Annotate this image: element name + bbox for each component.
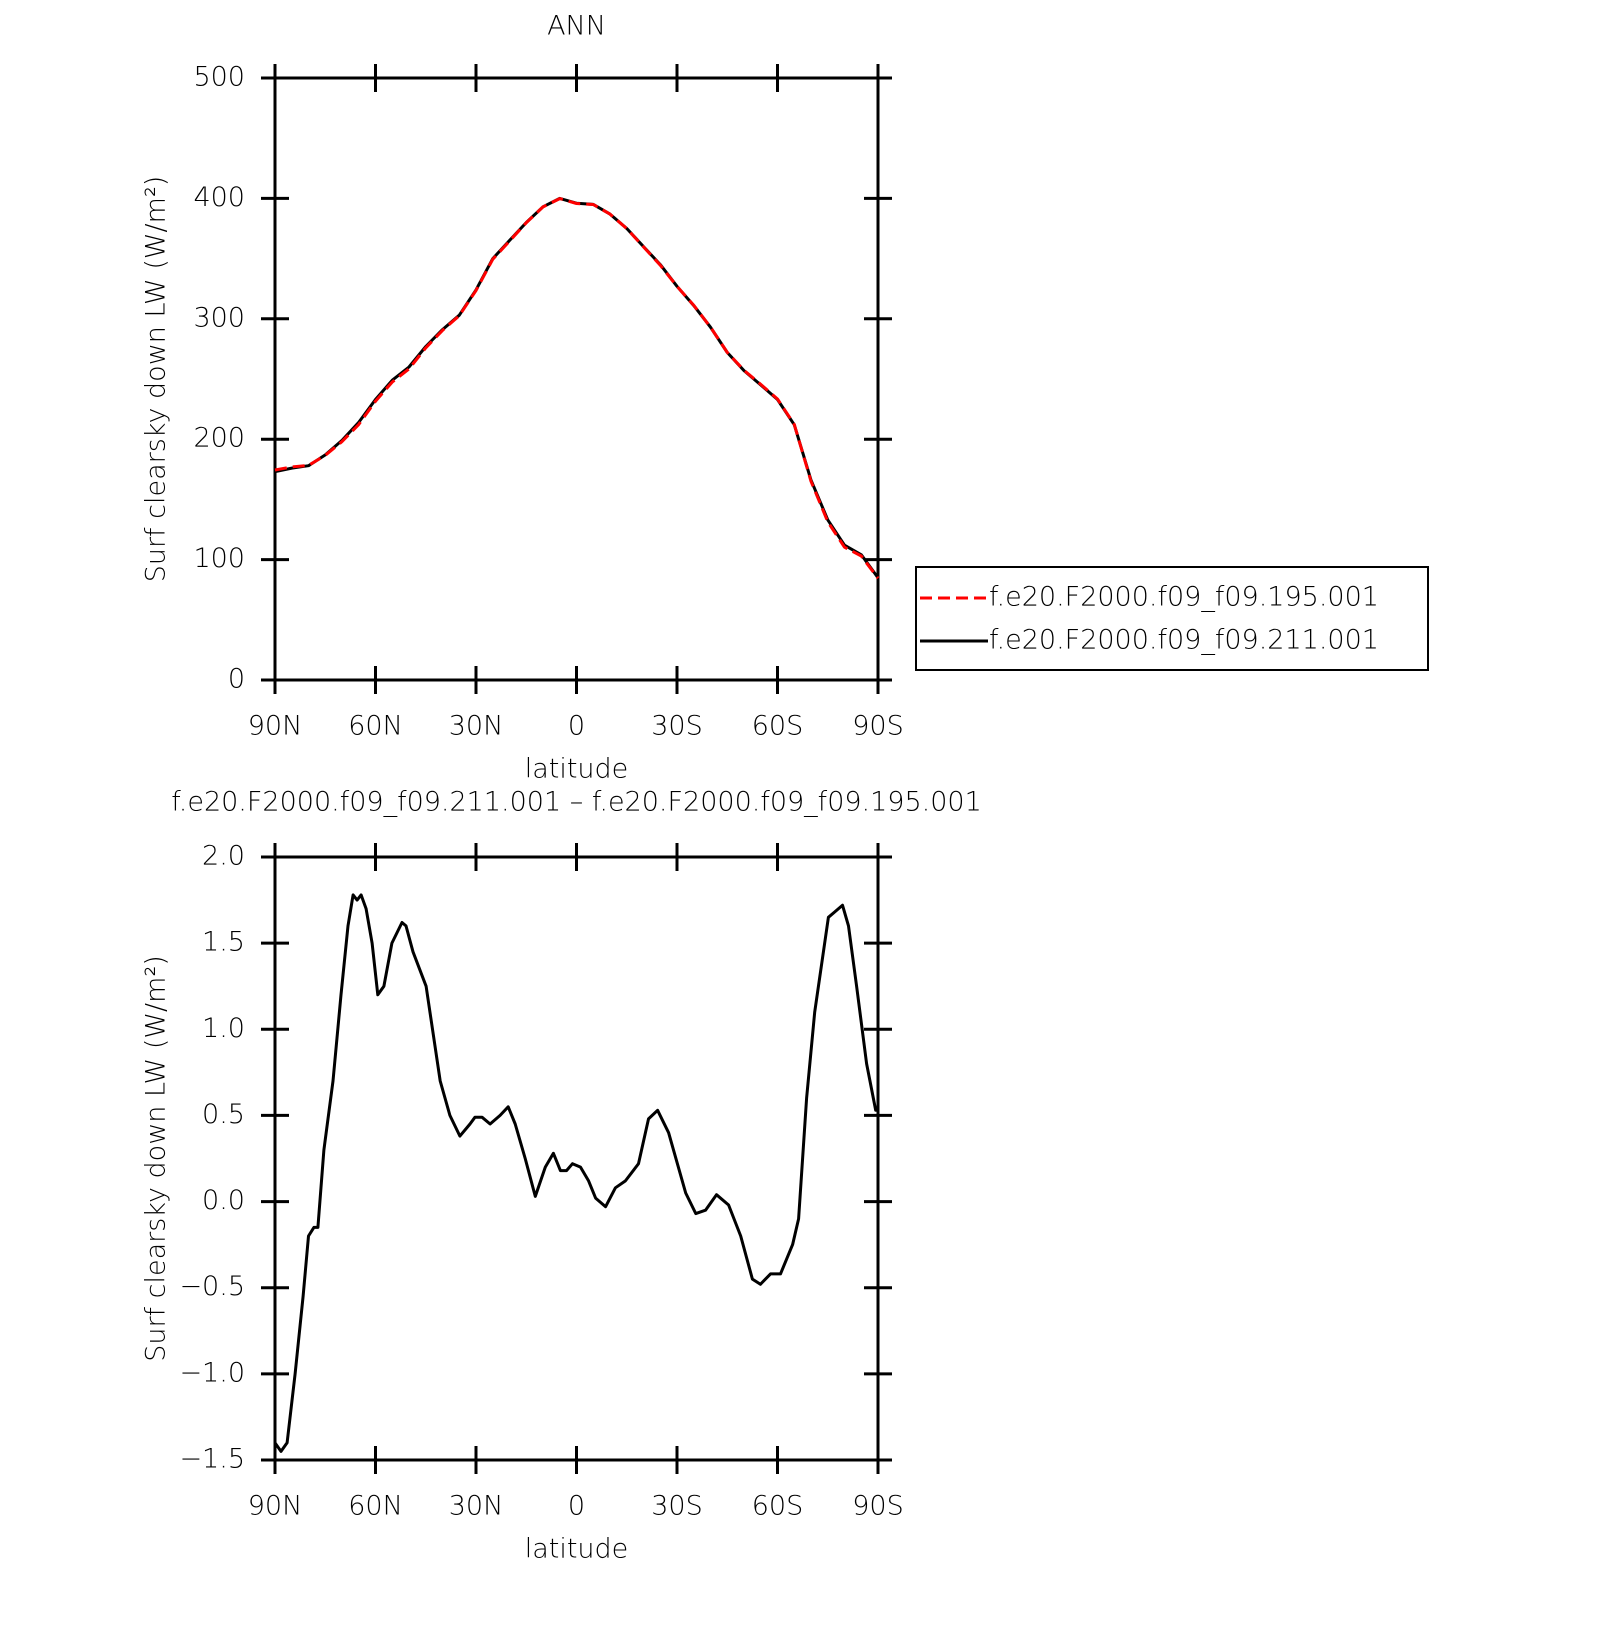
y-tick-label: 0: [228, 664, 245, 695]
y-tick-label: 1.0: [202, 1013, 245, 1044]
y-tick-label: 0.0: [202, 1185, 245, 1216]
x-tick-label: 90S: [852, 1491, 904, 1522]
x-tick-label: 0: [568, 1491, 585, 1522]
y-tick-label: 2.0: [202, 841, 245, 872]
x-tick-label: 90S: [852, 711, 904, 742]
y-tick-label: 1.5: [202, 927, 245, 958]
y-tick-label: −1.0: [179, 1357, 245, 1388]
x-tick-label: 60S: [752, 711, 804, 742]
y-tick-label: −0.5: [179, 1271, 245, 1302]
y-tick-label: 0.5: [202, 1099, 245, 1130]
y-tick-label: 200: [193, 423, 245, 454]
data-line: [274, 196, 880, 579]
y-tick-label: −1.5: [179, 1444, 245, 1475]
x-tick-label: 30S: [651, 711, 703, 742]
y-tick-label: 500: [193, 62, 245, 93]
data-line: [273, 893, 878, 1453]
y-tick-label: 100: [193, 543, 245, 574]
legend-label: f.e20.F2000.f09_f09.211.001: [989, 625, 1379, 656]
x-tick-label: 60S: [752, 1491, 804, 1522]
chart-title: ANN: [547, 11, 606, 42]
x-tick-label: 30S: [651, 1491, 703, 1522]
x-tick-label: 0: [568, 711, 585, 742]
x-axis-label: latitude: [525, 754, 629, 785]
data-line: [274, 197, 880, 580]
x-tick-label: 30N: [449, 1491, 504, 1522]
legend-box: [915, 566, 1429, 671]
plot-frame: [273, 855, 880, 1462]
x-tick-label: 30N: [449, 711, 504, 742]
y-tick-label: 300: [193, 302, 245, 333]
y-axis-label: Surf clearsky down LW (W/m²): [141, 955, 172, 1362]
x-tick-label: 60N: [348, 711, 403, 742]
x-tick-label: 60N: [348, 1491, 403, 1522]
plot-frame: [273, 76, 880, 682]
x-axis-label: latitude: [525, 1534, 629, 1565]
x-tick-label: 90N: [248, 1491, 303, 1522]
x-tick-label: 90N: [248, 711, 303, 742]
y-tick-label: 400: [193, 182, 245, 213]
y-axis-label: Surf clearsky down LW (W/m²): [141, 176, 172, 583]
chart-title: f.e20.F2000.f09_f09.211.001 – f.e20.F200…: [171, 787, 982, 818]
legend-label: f.e20.F2000.f09_f09.195.001: [989, 582, 1379, 613]
